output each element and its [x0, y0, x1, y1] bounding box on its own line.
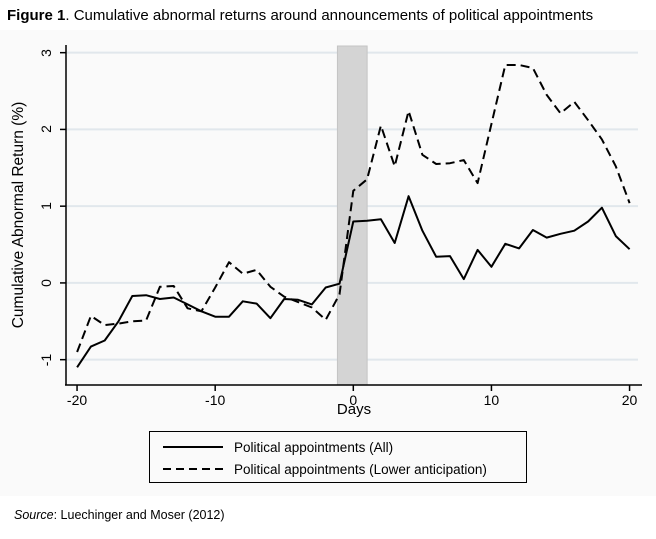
x-tick-label: -10: [205, 392, 226, 408]
source-text: : Luechinger and Moser (2012): [53, 508, 225, 522]
legend-item-all: Political appointments (All): [162, 436, 526, 458]
dashed-line-sample-icon: [163, 468, 223, 470]
figure-title-text: . Cumulative abnormal returns around ann…: [65, 7, 594, 24]
y-tick-label: 3: [38, 48, 54, 57]
x-axis-title: Days: [336, 401, 372, 418]
source-prefix: Source: [14, 508, 54, 522]
y-tick-label: -1: [38, 353, 54, 366]
y-tick-label: 0: [38, 279, 54, 287]
series-line-lower-anticipation: [76, 64, 631, 353]
x-tick-label: 10: [483, 392, 500, 408]
x-tick-label: -20: [66, 392, 88, 408]
solid-line-sample-icon: [163, 446, 223, 448]
legend-label-lower-anticipation: Political appointments (Lower anticipati…: [234, 461, 487, 477]
legend-label-all: Political appointments (All): [234, 439, 394, 455]
y-tick-label: 1: [38, 202, 54, 211]
series-line-all: [76, 195, 631, 368]
figure-title: Figure 1. Cumulative abnormal returns ar…: [7, 7, 652, 25]
y-axis-title: Cumulative Abnormal Return (%): [10, 101, 27, 329]
y-tick-label: 2: [38, 125, 54, 134]
legend-item-lower-anticipation: Political appointments (Lower anticipati…: [162, 458, 526, 480]
event-window-band: [336, 45, 368, 386]
graph-region-background: [0, 30, 656, 496]
legend-box: Political appointments (All) Political a…: [149, 431, 527, 483]
source-note: Source: Luechinger and Moser (2012): [14, 508, 225, 522]
x-tick-label: 20: [621, 392, 638, 408]
figure-title-prefix: Figure 1: [7, 7, 66, 24]
x-tick-label: 0: [349, 392, 358, 408]
